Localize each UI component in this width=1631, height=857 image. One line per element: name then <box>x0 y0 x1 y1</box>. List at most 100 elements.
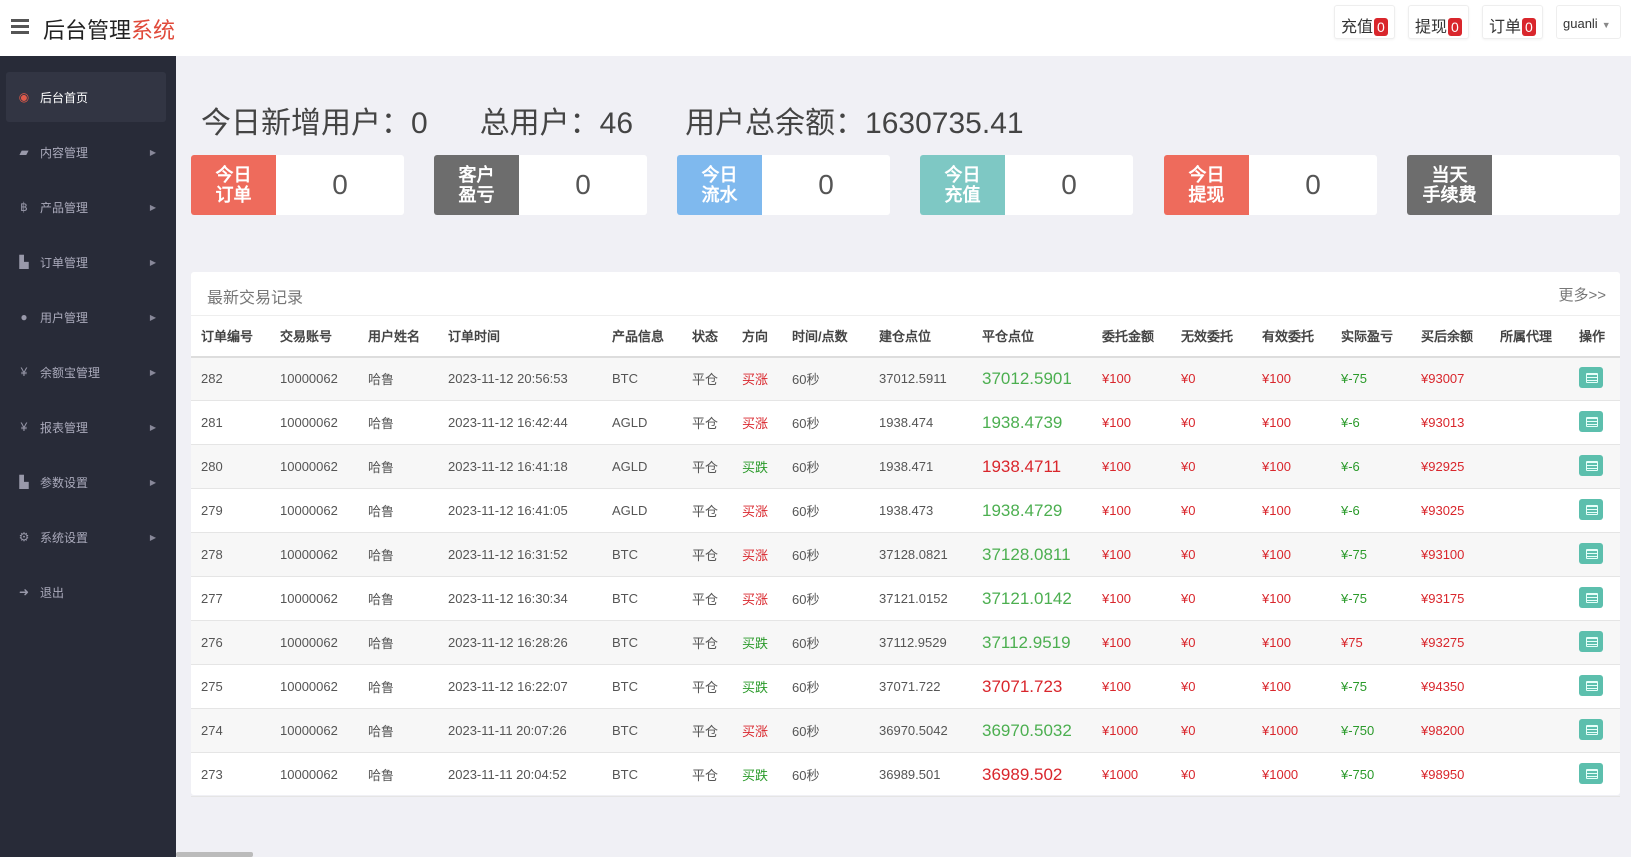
column-header: 方向 <box>732 315 782 358</box>
table-cell: 买跌 <box>732 620 782 665</box>
yen-icon: ¥ <box>20 420 28 434</box>
view-details-icon[interactable] <box>1579 762 1603 784</box>
table-cell: 10000062 <box>270 356 358 401</box>
stat-card-value: 0 <box>1305 169 1321 200</box>
sidebar-item-2[interactable]: ฿ 产品管理 ▶ <box>6 182 166 232</box>
table-cell: 平仓 <box>682 708 732 753</box>
orders-count-badge: 0 <box>1522 18 1536 36</box>
table-cell: ¥1000 <box>1092 752 1171 797</box>
horizontal-scrollbar[interactable] <box>176 852 253 857</box>
view-details-icon[interactable] <box>1579 542 1603 564</box>
table-cell: ¥98950 <box>1411 752 1490 797</box>
view-details-icon[interactable] <box>1579 674 1603 696</box>
view-details-icon[interactable] <box>1579 366 1603 388</box>
more-link[interactable]: 更多>> <box>1558 287 1606 304</box>
view-details-icon[interactable] <box>1579 454 1603 476</box>
table-cell: ¥100 <box>1252 620 1331 665</box>
table-cell: 平仓 <box>682 400 732 445</box>
table-cell: 60秒 <box>782 576 869 621</box>
table-cell: 2023-11-12 16:41:05 <box>438 488 602 533</box>
table-cell: ¥93025 <box>1411 488 1490 533</box>
table-cell <box>1490 576 1569 621</box>
table-cell: ¥93275 <box>1411 620 1490 665</box>
stat-card-value <box>1492 155 1620 215</box>
stat-card-label: 今日 订单 <box>191 155 276 215</box>
book-icon: ▰ <box>19 145 29 159</box>
table-cell: ¥93007 <box>1411 356 1490 401</box>
table-cell: 平仓 <box>682 664 732 709</box>
action-cell <box>1569 532 1620 577</box>
withdraw-button[interactable]: 提现 0 <box>1408 5 1469 39</box>
table-cell: 哈鲁 <box>358 400 438 445</box>
table-cell: 60秒 <box>782 400 869 445</box>
table-cell: 277 <box>191 576 270 621</box>
column-header: 操作 <box>1569 315 1620 358</box>
table-cell: AGLD <box>602 444 682 489</box>
table-cell: 60秒 <box>782 444 869 489</box>
sidebar-item-7[interactable]: ▙ 参数设置 ▶ <box>6 457 166 507</box>
stat-card-value: 0 <box>1061 169 1077 200</box>
table-cell: ¥100 <box>1252 356 1331 401</box>
user-icon: ● <box>20 310 28 324</box>
stat-card-value: 0 <box>332 169 348 200</box>
table-cell: ¥0 <box>1171 400 1252 445</box>
table-cell: 37112.9519 <box>972 620 1092 665</box>
table-cell: 60秒 <box>782 356 869 401</box>
sidebar-item-label: 报表管理 <box>40 420 89 435</box>
table-cell: 37121.0142 <box>972 576 1092 621</box>
sidebar-item-1[interactable]: ▰ 内容管理 ▶ <box>6 127 166 177</box>
table-cell <box>1490 752 1569 797</box>
table-cell: ¥100 <box>1252 444 1331 489</box>
column-header: 委托金额 <box>1092 315 1171 358</box>
column-header: 交易账号 <box>270 315 358 358</box>
action-cell <box>1569 620 1620 665</box>
table-cell: 哈鲁 <box>358 488 438 533</box>
table-cell: ¥0 <box>1171 532 1252 577</box>
table-row: 281 10000062 哈鲁 2023-11-12 16:42:44 AGLD 平仓 买涨… <box>191 400 1620 445</box>
table-cell: ¥1000 <box>1252 752 1331 797</box>
table-cell: 37128.0811 <box>972 532 1092 577</box>
caret-down-icon: ▼ <box>1601 20 1611 30</box>
chevron-right-icon: ▶ <box>149 147 156 157</box>
hamburger-menu-icon[interactable] <box>11 19 29 35</box>
table-cell: 37071.723 <box>972 664 1092 709</box>
view-details-icon[interactable] <box>1579 410 1603 432</box>
sidebar-item-label: 参数设置 <box>40 475 89 490</box>
yen-icon: ¥ <box>20 365 28 379</box>
table-cell: ¥100 <box>1252 576 1331 621</box>
view-details-icon[interactable] <box>1579 586 1603 608</box>
table-cell: 37112.9529 <box>869 620 972 665</box>
table-cell: 37071.722 <box>869 664 972 709</box>
table-cell: 10000062 <box>270 752 358 797</box>
orders-button[interactable]: 订单 0 <box>1482 5 1543 39</box>
panel-title: 最新交易记录 <box>207 290 304 307</box>
sidebar-item-4[interactable]: ● 用户管理 ▶ <box>6 292 166 342</box>
table-cell <box>1490 444 1569 489</box>
table-cell: 274 <box>191 708 270 753</box>
column-header: 所属代理 <box>1490 315 1569 358</box>
sidebar-item-6[interactable]: ¥ 报表管理 ▶ <box>6 402 166 452</box>
recharge-button[interactable]: 充值 0 <box>1334 5 1395 39</box>
sidebar-item-9[interactable]: ➜ 退出 <box>6 567 166 617</box>
sidebar-item-5[interactable]: ¥ 余额宝管理 ▶ <box>6 347 166 397</box>
table-cell: 买跌 <box>732 664 782 709</box>
table-cell: 60秒 <box>782 532 869 577</box>
stat-card-label: 今日 提现 <box>1164 155 1249 215</box>
table-cell: 2023-11-11 20:07:26 <box>438 708 602 753</box>
stat-card-5: 当天 手续费 <box>1407 155 1620 215</box>
user-dropdown[interactable]: guanli ▼ <box>1556 5 1621 39</box>
sidebar-item-8[interactable]: ⚙ 系统设置 ▶ <box>6 512 166 562</box>
view-details-icon[interactable] <box>1579 498 1603 520</box>
table-cell: 10000062 <box>270 576 358 621</box>
table-cell: 273 <box>191 752 270 797</box>
table-cell: 1938.4729 <box>972 488 1092 533</box>
sidebar-item-3[interactable]: ▙ 订单管理 ▶ <box>6 237 166 287</box>
title-accent: 系统 <box>131 18 176 43</box>
view-details-icon[interactable] <box>1579 630 1603 652</box>
table-cell: BTC <box>602 576 682 621</box>
table-cell: ¥0 <box>1171 444 1252 489</box>
table-cell: ¥93175 <box>1411 576 1490 621</box>
sidebar-item-0[interactable]: ◉ 后台首页 <box>6 72 166 122</box>
stat-card-1: 客户 盈亏 0 <box>434 155 647 215</box>
view-details-icon[interactable] <box>1579 718 1603 740</box>
